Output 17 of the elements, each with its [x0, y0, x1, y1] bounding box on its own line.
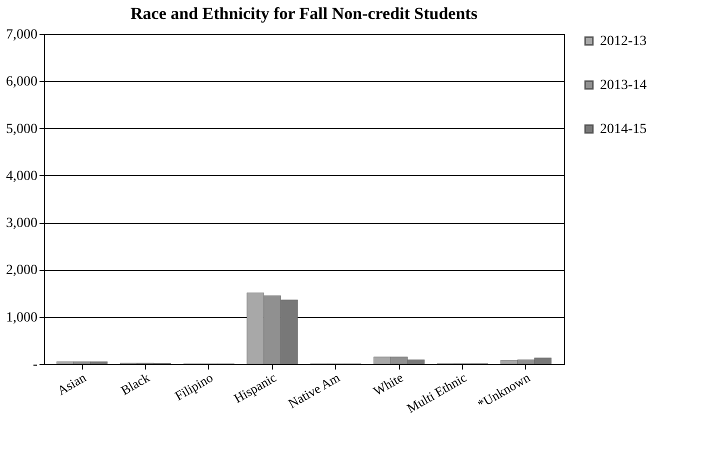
- legend-label: 2012-13: [600, 34, 647, 49]
- x-tick-label: Multi Ethnic: [404, 370, 470, 416]
- legend-label: 2014-15: [600, 122, 647, 137]
- y-tick-label: 2,000: [6, 263, 38, 278]
- x-tick-label: Black: [118, 370, 152, 398]
- y-tick-label: 7,000: [6, 28, 38, 42]
- y-tick-label: 6,000: [6, 74, 38, 90]
- y-tick-label: -: [32, 358, 38, 372]
- y-tick-label: 5,000: [6, 122, 38, 137]
- y-tick-label: 1,000: [6, 310, 38, 326]
- y-tick-label: 4,000: [6, 168, 38, 184]
- y-tick-label: 3,000: [6, 216, 38, 232]
- x-tick-label: Asian: [54, 370, 89, 398]
- x-tick-label: White: [370, 370, 406, 399]
- x-tick-label: Native Am: [286, 370, 342, 412]
- chart-title: Race and Ethnicity for Fall Non-credit Students: [130, 4, 478, 23]
- legend-label: 2013-14: [600, 78, 647, 93]
